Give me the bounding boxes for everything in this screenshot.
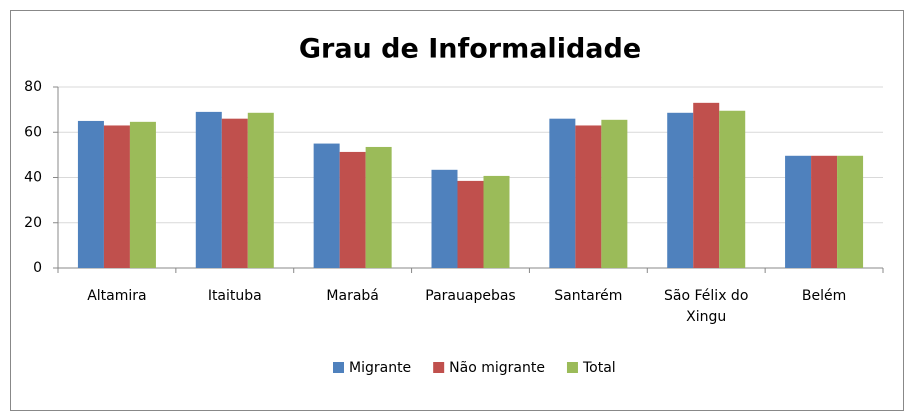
legend-swatch [566, 362, 578, 373]
legend-label: Migrante [349, 360, 411, 376]
y-tick-label: 60 [24, 124, 42, 140]
legend-swatch [333, 362, 344, 373]
bar [549, 118, 576, 268]
y-tick-label: 0 [33, 260, 42, 276]
chart-title: Grau de Informalidade [299, 34, 641, 65]
bar [431, 169, 458, 268]
legend-label: Não migrante [449, 360, 545, 376]
y-tick-label: 20 [24, 215, 42, 231]
bar [601, 119, 628, 269]
bar [667, 112, 694, 268]
x-tick-label: Altamira [87, 288, 146, 304]
bar [129, 121, 156, 268]
bar [195, 111, 222, 268]
bar [221, 118, 248, 268]
bar [103, 125, 130, 269]
bar [693, 102, 720, 269]
x-tick-label: Parauapebas [425, 288, 515, 304]
bar [339, 151, 366, 268]
bar [313, 143, 340, 268]
bar [837, 155, 864, 268]
bar [457, 180, 484, 268]
bar [483, 175, 510, 268]
x-tick-label: São Félix do Xingu [664, 288, 748, 325]
x-tick-label: Santarém [554, 288, 622, 304]
x-tick-label: Marabá [326, 288, 378, 304]
bar [575, 125, 602, 269]
bar [719, 110, 746, 268]
bar [811, 155, 838, 268]
legend-swatch [433, 362, 445, 373]
bar [365, 146, 392, 268]
bar [247, 112, 274, 268]
bar [77, 120, 104, 268]
y-tick-label: 40 [24, 170, 42, 186]
y-tick-label: 80 [24, 79, 42, 95]
x-tick-label: Belém [802, 288, 846, 304]
bar [785, 155, 812, 268]
legend-label: Total [582, 360, 616, 376]
x-tick-label: Itaituba [208, 288, 262, 304]
